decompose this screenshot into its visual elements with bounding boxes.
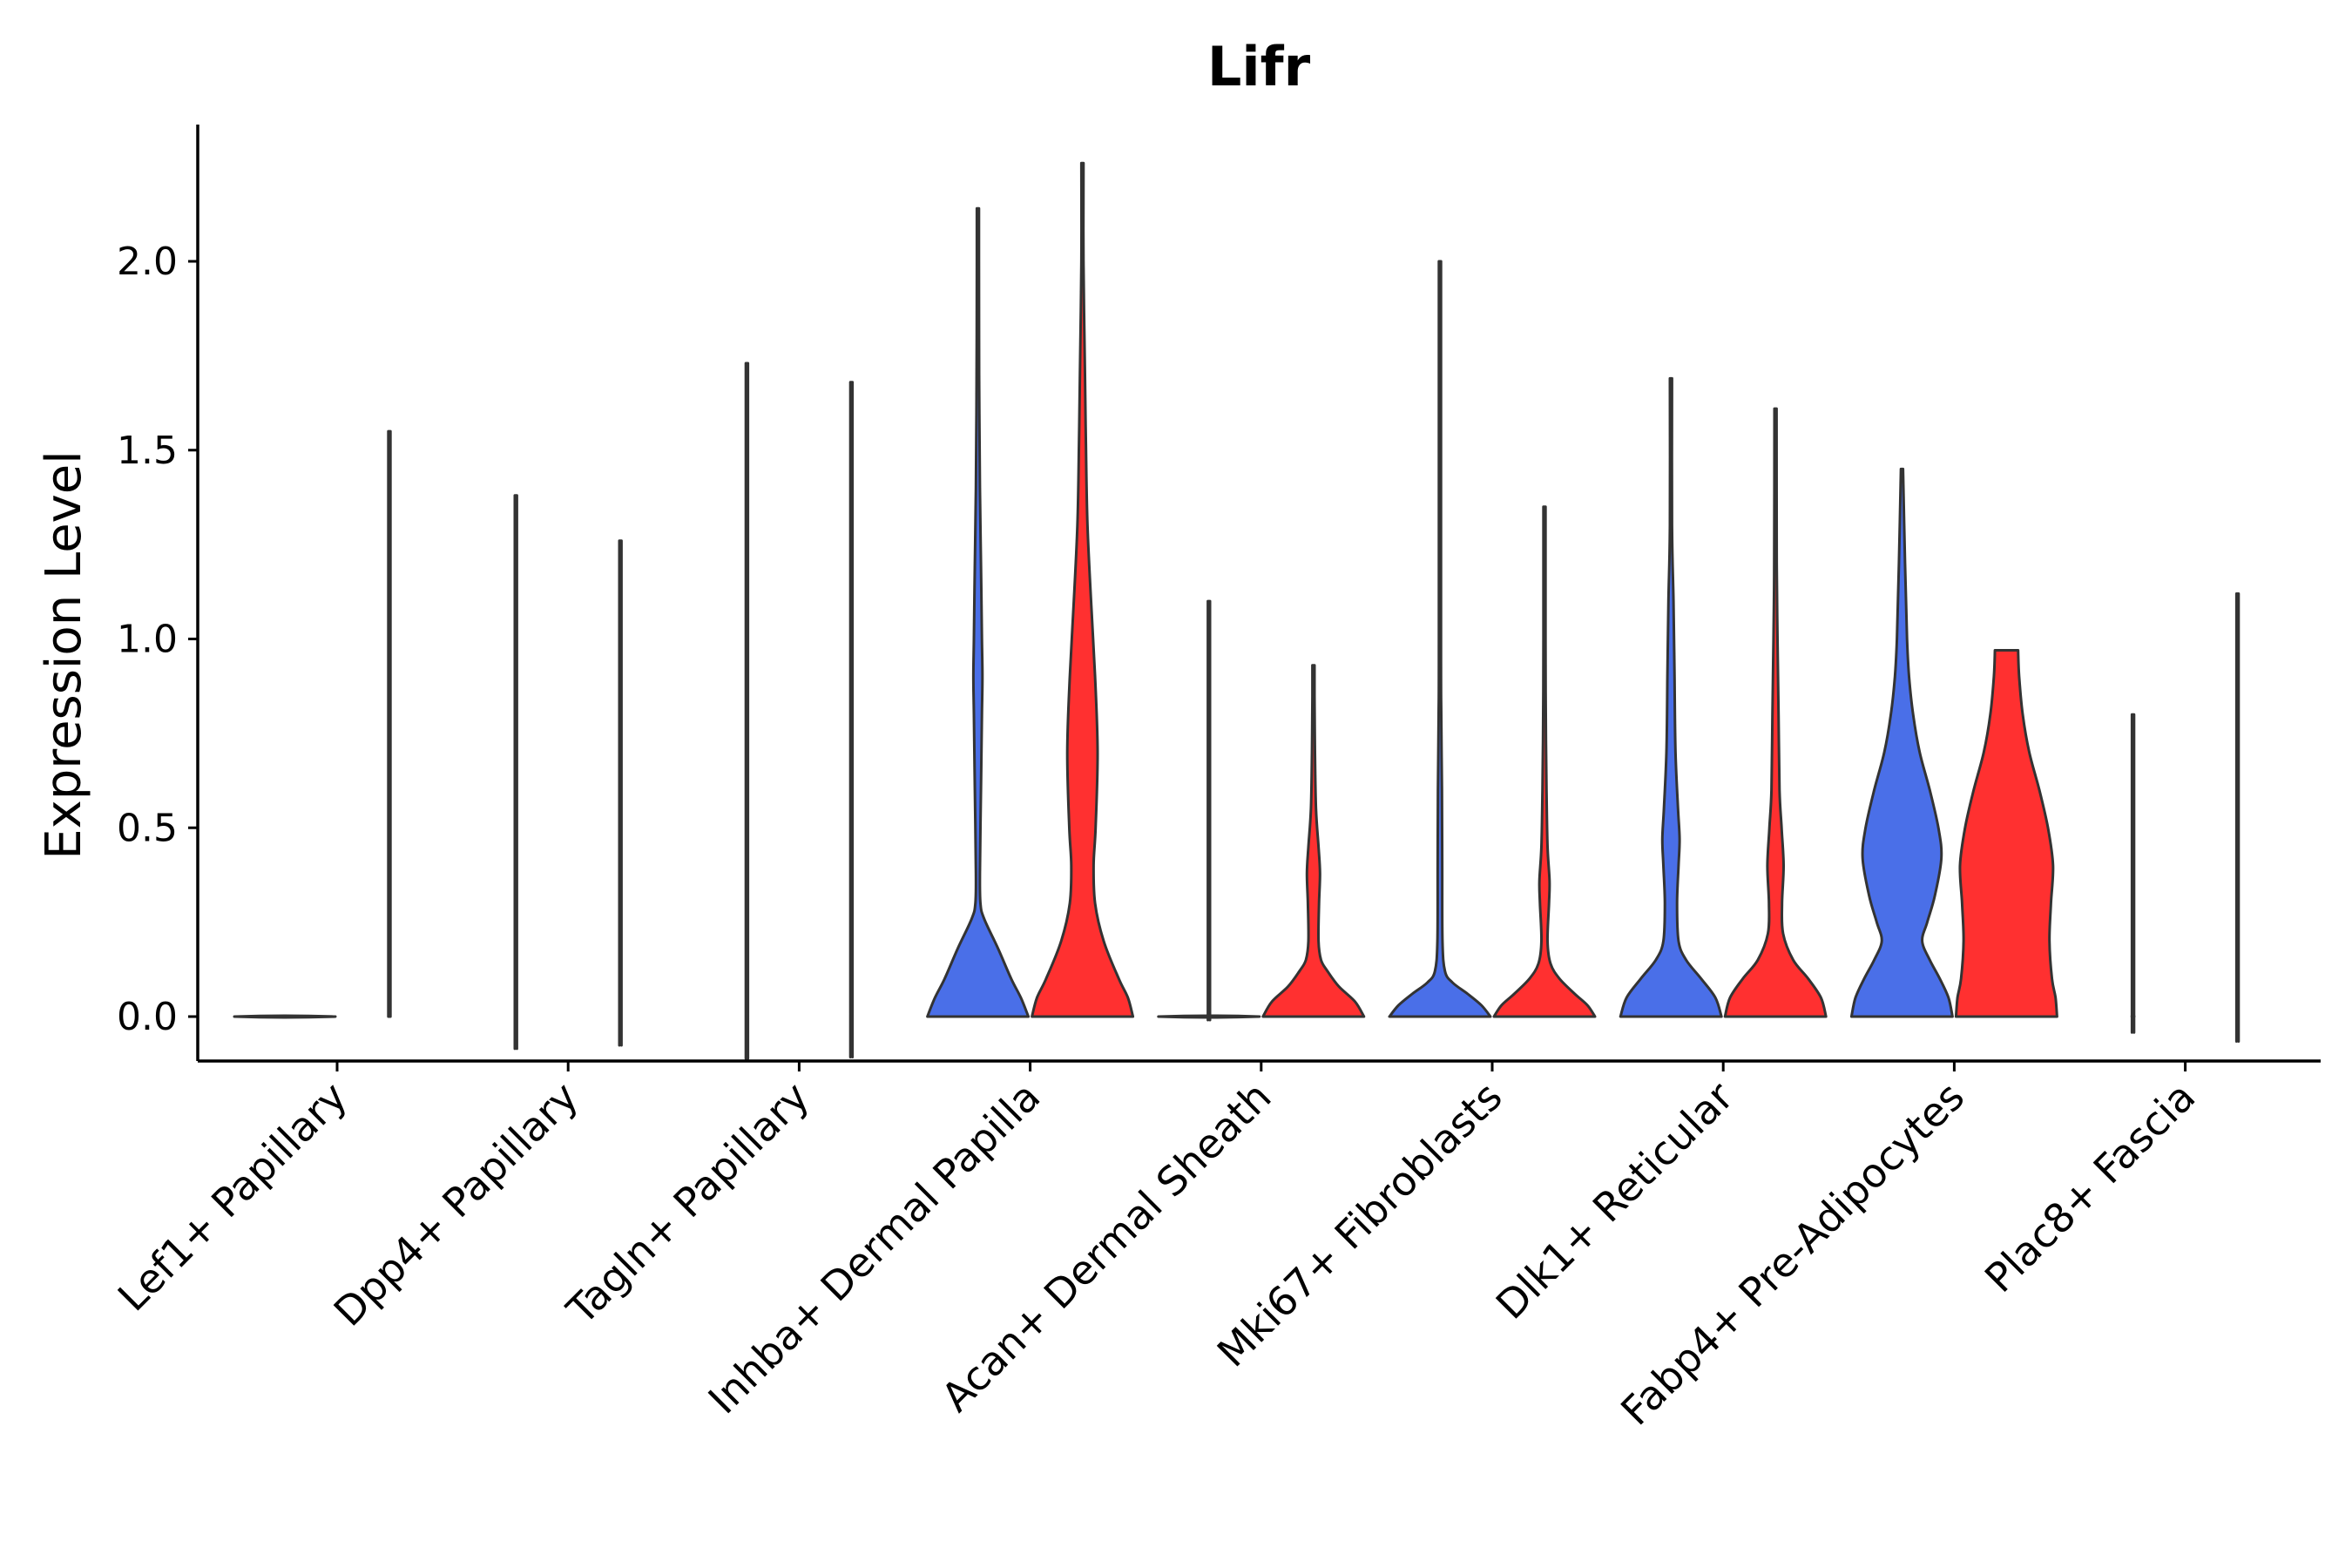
y-tick-label: 1.5 [117,429,178,473]
x-category-label: Dpp4+ Papillary [325,1073,587,1335]
y-ticks-group: 0.0 0.5 1.0 1.5 2.0 [117,240,198,1039]
violin-8-blue [2130,713,2136,1034]
violin-2-blue [744,362,750,1060]
violin-6-red [1723,407,1828,1018]
y-tick-label: 1.0 [117,618,178,662]
x-category-label: Plac8+ Fascia [1976,1073,2204,1301]
violin-7-red [1954,649,2058,1018]
violin-4-red [1261,664,1366,1018]
y-tick-label: 0.5 [117,806,178,850]
violin-1-blue [513,494,518,1051]
violin-3-red [1031,161,1135,1018]
x-category-label: Lef1+ Papillary [109,1073,356,1321]
y-tick-label: 2.0 [117,240,178,284]
y-tick-label: 0.0 [117,995,178,1039]
violin-3-blue [926,206,1031,1018]
violin-4-blue-flat [1157,1014,1261,1019]
violin-0-red [387,429,392,1018]
violin-7-blue [1849,467,1954,1018]
violin-5-blue [1388,260,1492,1018]
violin-5-red [1492,505,1597,1018]
violin-1-red [618,539,623,1047]
violin-0-blue-flat [233,1014,337,1019]
violin-2-red [848,381,855,1058]
violin-6-blue [1619,376,1723,1018]
y-axis-label: Expression Level [36,450,92,860]
violin-4-blue [1206,599,1212,1022]
x-category-label: Tagln+ Papillary [558,1073,819,1335]
violin-8-red [2234,592,2240,1043]
violins-group [233,161,2240,1060]
chart-title: Lifr [1207,35,1311,98]
axes-group [196,125,2321,1063]
x-category-label: Dlk1+ Reticular [1487,1073,1742,1328]
